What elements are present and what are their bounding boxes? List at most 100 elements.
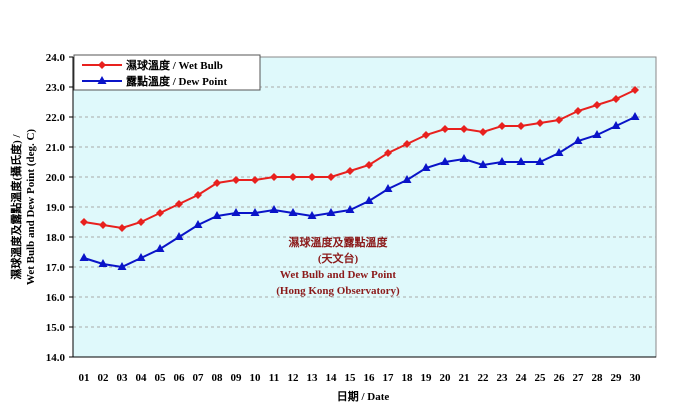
dew-point-point <box>611 121 621 129</box>
dew-point-point <box>573 136 583 144</box>
x-tick-label: 28 <box>592 372 604 384</box>
dew-point-point <box>307 211 317 219</box>
dew-point-point <box>554 148 564 156</box>
dew-point-point <box>326 208 336 216</box>
dew-point-point <box>535 157 545 165</box>
y-tick-label: 19.0 <box>46 202 66 214</box>
x-tick-label: 13 <box>307 372 319 384</box>
wet-bulb-point <box>536 119 544 127</box>
dew-point-point <box>402 175 412 183</box>
x-tick-label: 10 <box>250 372 262 384</box>
dew-point-point <box>440 157 450 165</box>
y-tick-label: 15.0 <box>46 322 66 334</box>
x-tick-label: 03 <box>117 372 129 384</box>
wet-bulb-point <box>498 122 506 130</box>
wet-bulb-point <box>384 149 392 157</box>
x-tick-label: 16 <box>364 372 376 384</box>
x-tick-label: 12 <box>288 372 300 384</box>
y-tick-label: 14.0 <box>46 352 66 364</box>
wet-bulb-point <box>308 173 316 181</box>
x-tick-label: 04 <box>136 372 148 384</box>
wet-bulb-point <box>213 179 221 187</box>
x-axis-label: 日期 / Date <box>337 389 390 403</box>
wet-bulb-point <box>403 140 411 148</box>
y-tick-label: 16.0 <box>46 292 66 304</box>
dew-point-point <box>421 163 431 171</box>
y-tick-label: 22.0 <box>46 112 66 124</box>
y-tick-label: 23.0 <box>46 82 66 94</box>
dew-point-point <box>212 211 222 219</box>
wet-bulb-point <box>460 125 468 133</box>
x-tick-label: 01 <box>79 372 90 384</box>
x-tick-label: 25 <box>535 372 547 384</box>
wet-bulb-point <box>80 218 88 226</box>
annotation-title-zh: 濕球溫度及露點溫度 <box>289 235 389 249</box>
wet-bulb-point <box>175 200 183 208</box>
wet-bulb-point <box>232 176 240 184</box>
wet-bulb-point <box>479 128 487 136</box>
dew-point-point <box>79 253 89 261</box>
dew-point-point <box>155 244 165 252</box>
wet-bulb-point <box>422 131 430 139</box>
dew-point-point <box>497 157 507 165</box>
wet-bulb-point <box>346 167 354 175</box>
y-tick-label: 21.0 <box>46 142 66 154</box>
x-tick-label: 07 <box>193 372 205 384</box>
x-tick-label: 17 <box>383 372 395 384</box>
wet-bulb-point <box>137 218 145 226</box>
dew-point-point <box>269 205 279 213</box>
wet-bulb-point <box>441 125 449 133</box>
x-tick-label: 20 <box>440 372 452 384</box>
legend-box <box>73 54 261 91</box>
x-tick-label: 23 <box>497 372 509 384</box>
wet-bulb-point <box>612 95 620 103</box>
dew-point-point <box>459 154 469 162</box>
x-tick-label: 15 <box>345 372 357 384</box>
x-tick-label: 19 <box>421 372 433 384</box>
y-tick-label: 24.0 <box>46 52 66 64</box>
wet-bulb-point <box>517 122 525 130</box>
x-tick-label: 11 <box>269 372 279 384</box>
x-tick-label: 09 <box>231 372 243 384</box>
wet-bulb-point <box>593 101 601 109</box>
wet-bulb-point <box>289 173 297 181</box>
x-tick-label: 26 <box>554 372 566 384</box>
dew-point-point <box>98 259 108 267</box>
dew-point-point <box>345 205 355 213</box>
dew-point-point <box>592 130 602 138</box>
x-tick-label: 27 <box>573 372 585 384</box>
wet-bulb-point <box>365 161 373 169</box>
dew-point-point <box>174 232 184 240</box>
legend-dewpoint-label: 露點溫度 / Dew Point <box>126 74 227 88</box>
x-tick-label: 30 <box>630 372 642 384</box>
dew-point-point <box>288 208 298 216</box>
x-tick-label: 29 <box>611 372 623 384</box>
dew-point-point <box>364 196 374 204</box>
y-axis-label-en: Wet Bulb and Dew Point (deg. C) <box>25 129 37 285</box>
x-tick-label: 24 <box>516 372 528 384</box>
dew-point-point <box>117 262 127 270</box>
x-tick-label: 06 <box>174 372 186 384</box>
dew-point-point <box>630 112 640 120</box>
dew-point-point <box>136 253 146 261</box>
y-axis-label-zh: 濕球溫度及露點溫度(攝氏度) / <box>9 133 23 279</box>
wet-bulb-point <box>574 107 582 115</box>
annotation-source-zh: (天文台) <box>318 251 359 265</box>
legend-diamond-icon <box>98 61 106 69</box>
wet-bulb-point <box>327 173 335 181</box>
wet-bulb-point <box>118 224 126 232</box>
dew-point-point <box>193 220 203 228</box>
wet-bulb-point <box>251 176 259 184</box>
x-tick-label: 21 <box>459 372 470 384</box>
dew-point-point <box>231 208 241 216</box>
x-tick-label: 05 <box>155 372 167 384</box>
x-tick-label: 08 <box>212 372 224 384</box>
plot-area <box>72 56 657 358</box>
y-tick-label: 20.0 <box>46 172 66 184</box>
legend-triangle-icon <box>97 76 107 84</box>
x-tick-label: 14 <box>326 372 338 384</box>
wet-bulb-point <box>194 191 202 199</box>
legend: 濕球溫度 / Wet Bulb 露點溫度 / Dew Point <box>73 54 261 91</box>
